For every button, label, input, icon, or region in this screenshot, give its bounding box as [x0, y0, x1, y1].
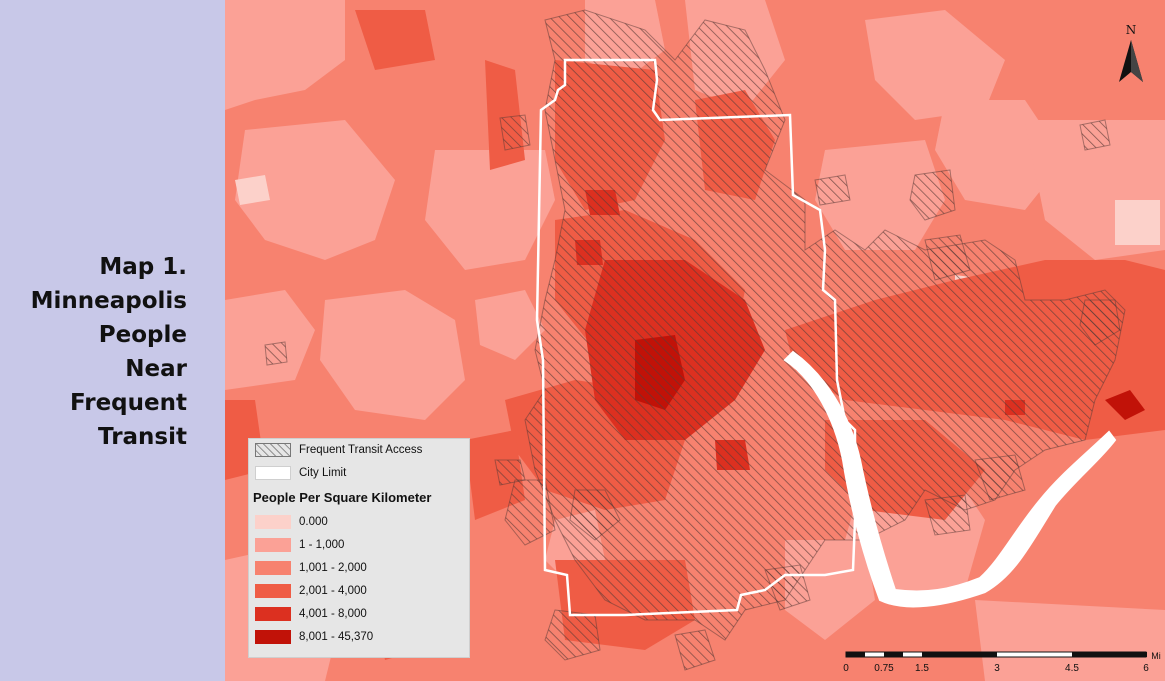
title-line: Transit	[98, 424, 187, 450]
legend-class-swatch	[255, 515, 291, 529]
legend-class-row: 0.000	[255, 514, 328, 530]
city-swatch	[255, 466, 291, 480]
title-line: Map 1.	[99, 254, 187, 280]
legend-heading: People Per Square Kilometer	[253, 490, 432, 505]
legend-class-label: 0.000	[299, 516, 328, 528]
scale-label: 0	[843, 663, 849, 674]
title-line: Minneapolis	[30, 288, 187, 314]
title-line: People	[98, 322, 187, 348]
north-arrow-icon: N	[1119, 23, 1143, 82]
legend-class-label: 2,001 - 4,000	[299, 585, 367, 597]
legend-class-row: 8,001 - 45,370	[255, 629, 373, 645]
legend-class-swatch	[255, 538, 291, 552]
title-line: Near	[125, 356, 187, 382]
legend-class-swatch	[255, 607, 291, 621]
legend-class-row: 1,001 - 2,000	[255, 560, 367, 576]
density-map[interactable]	[225, 0, 1165, 681]
legend-class-swatch	[255, 561, 291, 575]
hatch-swatch-icon	[255, 443, 291, 457]
mississippi-river	[783, 350, 1117, 608]
map-title: Map 1. Minneapolis People Near Frequent …	[31, 250, 187, 454]
scale-unit: Mi	[1151, 651, 1161, 661]
legend-class-label: 8,001 - 45,370	[299, 631, 374, 643]
map-canvas[interactable]	[225, 0, 1165, 681]
map-legend: Frequent Transit Access City Limit Peopl…	[248, 438, 470, 658]
legend-class-row: 4,001 - 8,000	[255, 606, 367, 622]
legend-class-label: 1 - 1,000	[299, 539, 345, 551]
legend-transit-label: Frequent Transit Access	[299, 444, 423, 456]
city-limit	[535, 58, 857, 617]
legend-transit: Frequent Transit Access	[255, 442, 422, 458]
title-panel: Map 1. Minneapolis People Near Frequent …	[0, 0, 225, 681]
legend-class-label: 4,001 - 8,000	[299, 608, 367, 620]
north-label: N	[1126, 23, 1137, 37]
scale-bar: 0 0.75 1.5 3 4.5 6 Mi	[843, 651, 1161, 674]
legend-class-row: 2,001 - 4,000	[255, 583, 367, 599]
scale-label: 6	[1143, 663, 1149, 674]
scale-label: 3	[994, 663, 1000, 674]
scale-label: 0.75	[874, 663, 894, 674]
title-line: Frequent	[70, 390, 187, 416]
legend-class-swatch	[255, 584, 291, 598]
scale-label: 1.5	[915, 663, 929, 674]
scale-label: 4.5	[1065, 663, 1079, 674]
legend-class-swatch	[255, 630, 291, 644]
legend-class-label: 1,001 - 2,000	[299, 562, 367, 574]
legend-city-label: City Limit	[299, 467, 347, 479]
frequent-transit-access	[264, 9, 1126, 671]
legend-class-row: 1 - 1,000	[255, 537, 344, 553]
legend-city: City Limit	[255, 465, 346, 481]
